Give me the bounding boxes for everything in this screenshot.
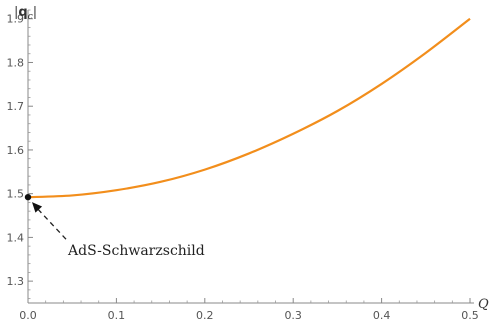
y-axis-label: |qc| xyxy=(14,5,37,22)
annotation-arrowhead xyxy=(32,202,43,213)
series-line xyxy=(27,17,471,199)
annotation-arrow xyxy=(36,207,67,240)
y-tick-label: 1.5 xyxy=(7,188,25,201)
x-tick-label: 0.2 xyxy=(196,309,214,322)
x-tick-label: 0.3 xyxy=(284,309,302,322)
y-tick-label: 1.7 xyxy=(7,100,25,113)
x-ticks: 0.0 0.1 0.2 0.3 0.4 0.5 xyxy=(19,298,479,322)
y-ticks: 1.3 1.4 1.5 1.6 1.7 1.8 1.9 xyxy=(7,9,33,300)
x-tick-label: 0.1 xyxy=(108,309,126,322)
x-axis-label: Q xyxy=(478,297,489,312)
data-point-marker xyxy=(24,193,32,201)
y-tick-label: 1.3 xyxy=(7,275,25,288)
y-tick-label: 1.4 xyxy=(7,231,25,244)
y-tick-label: 1.9 xyxy=(7,13,25,26)
y-tick-label: 1.8 xyxy=(7,56,25,69)
x-tick-label: 0.5 xyxy=(461,309,479,322)
x-tick-label: 0.4 xyxy=(373,309,391,322)
annotation-label: AdS-Schwarzschild xyxy=(67,243,205,259)
x-tick-label: 0.0 xyxy=(19,309,37,322)
y-tick-label: 1.6 xyxy=(7,144,25,157)
